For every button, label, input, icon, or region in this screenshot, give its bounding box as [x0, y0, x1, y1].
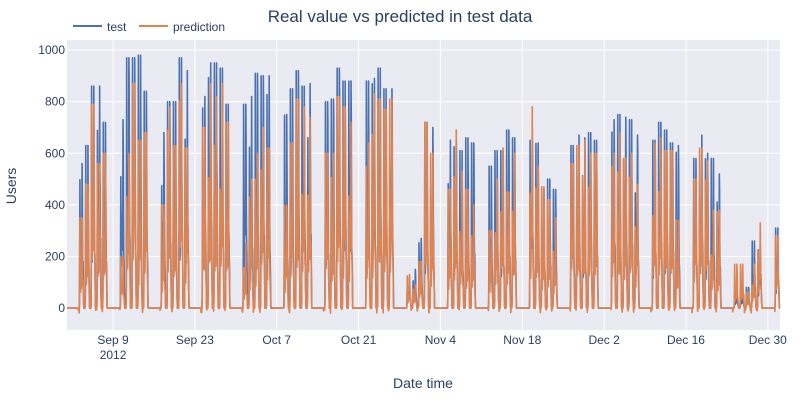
legend[interactable]: test prediction [73, 20, 225, 34]
legend-label-prediction: prediction [173, 20, 225, 34]
y-tick-label: 0 [58, 301, 65, 315]
legend-item-prediction[interactable]: prediction [139, 20, 225, 34]
y-tick-label: 800 [45, 95, 65, 109]
y-tick-label: 1000 [38, 43, 65, 57]
chart-title: Real value vs predicted in test data [268, 7, 533, 26]
x-tick-label: Dec 16 [667, 333, 705, 347]
x-tick-label: Sep 9 [97, 333, 129, 347]
series-lines [66, 54, 781, 314]
legend-label-test: test [107, 20, 127, 34]
x-tick-label: Nov 4 [425, 333, 457, 347]
x-tick-year-label: 2012 [100, 348, 127, 362]
y-tick-label: 200 [45, 249, 65, 263]
y-tick-label: 600 [45, 146, 65, 160]
x-tick-label: Nov 18 [503, 333, 541, 347]
y-axis-label: Users [3, 168, 19, 205]
x-tick-label: Dec 30 [749, 333, 787, 347]
series-line-prediction [66, 82, 781, 314]
x-tick-label: Sep 23 [176, 333, 214, 347]
legend-item-test[interactable]: test [73, 20, 127, 34]
y-tick-label: 400 [45, 198, 65, 212]
x-tick-label: Dec 2 [588, 333, 620, 347]
x-tick-label: Oct 21 [341, 333, 377, 347]
x-tick-label: Oct 7 [262, 333, 291, 347]
x-axis-label: Date time [393, 375, 453, 391]
